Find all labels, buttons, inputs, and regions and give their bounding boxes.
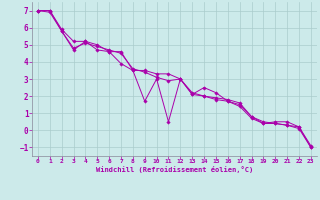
X-axis label: Windchill (Refroidissement éolien,°C): Windchill (Refroidissement éolien,°C) [96, 166, 253, 173]
